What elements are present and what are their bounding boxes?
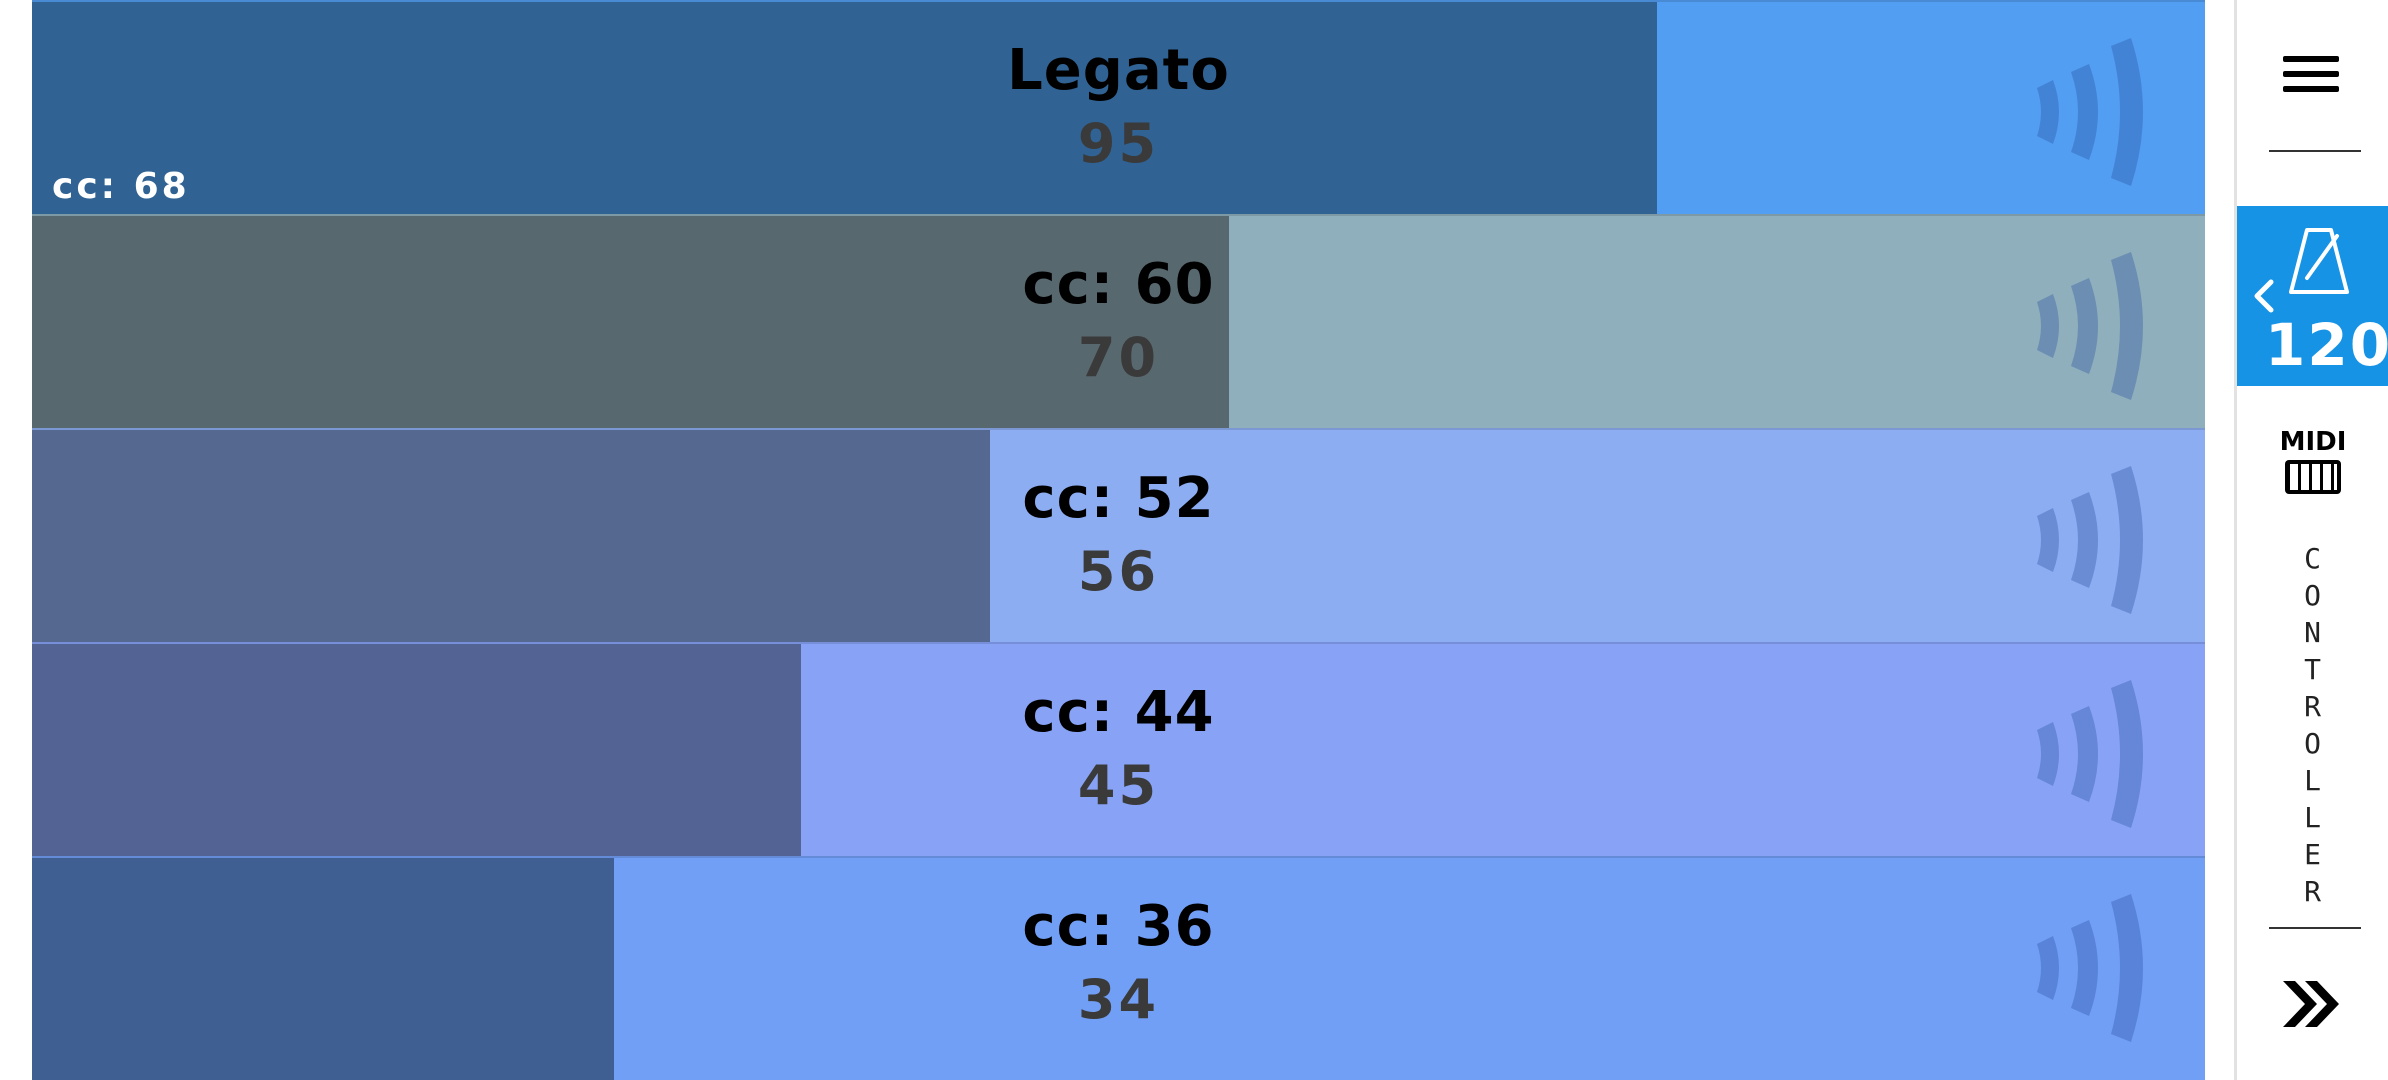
slider-value: 70 <box>1077 326 1160 389</box>
sound-waves-icon <box>2037 38 2143 186</box>
sidebar-divider <box>2234 0 2237 1080</box>
slider-fill <box>32 858 615 1080</box>
controller-sliders: Legato 95 cc: 68 cc: 60 70 cc: 52 56 cc:… <box>32 0 2205 1080</box>
slider-legato[interactable]: Legato 95 cc: 68 <box>32 0 2205 214</box>
sidebar-separator <box>2269 150 2361 152</box>
slider-value: 45 <box>1077 754 1160 817</box>
sidebar: 120 MIDI C O N T R O L L E R <box>2237 0 2388 1080</box>
tempo-button[interactable]: 120 <box>2237 206 2388 386</box>
slider-cc-44[interactable]: cc: 44 45 <box>32 642 2205 856</box>
sound-waves-icon <box>2037 680 2143 828</box>
metronome-icon <box>2289 228 2349 294</box>
chevron-left-icon <box>2254 279 2274 313</box>
slider-cc-60[interactable]: cc: 60 70 <box>32 214 2205 428</box>
slider-title: Legato <box>1007 38 1230 103</box>
slider-value: 56 <box>1077 540 1160 603</box>
sidebar-separator <box>2269 927 2361 929</box>
slider-value: 95 <box>1077 112 1160 175</box>
double-chevron-right-icon[interactable] <box>2277 975 2347 1033</box>
slider-title: cc: 60 <box>1022 252 1215 317</box>
slider-value: 34 <box>1077 968 1160 1031</box>
tempo-value: 120 <box>2265 311 2388 379</box>
slider-title: cc: 36 <box>1022 894 1215 959</box>
slider-cc-36[interactable]: cc: 36 34 <box>32 856 2205 1080</box>
svg-text:MIDI: MIDI <box>2280 427 2347 457</box>
midi-keyboard-icon[interactable]: MIDI <box>2279 424 2347 502</box>
hamburger-menu-icon[interactable] <box>2283 52 2343 96</box>
controller-label: C O N T R O L L E R <box>2304 542 2321 908</box>
slider-fill <box>32 2 1658 214</box>
slider-fill <box>32 644 802 856</box>
slider-title: cc: 44 <box>1022 680 1215 745</box>
slider-fill <box>32 430 991 642</box>
cc-number-tag: cc: 68 <box>52 166 190 207</box>
sound-waves-icon <box>2037 894 2143 1042</box>
sound-waves-icon <box>2037 466 2143 614</box>
left-margin <box>0 0 32 1080</box>
slider-fill <box>32 216 1230 428</box>
slider-title: cc: 52 <box>1022 466 1215 531</box>
sound-waves-icon <box>2037 252 2143 400</box>
slider-cc-52[interactable]: cc: 52 56 <box>32 428 2205 642</box>
